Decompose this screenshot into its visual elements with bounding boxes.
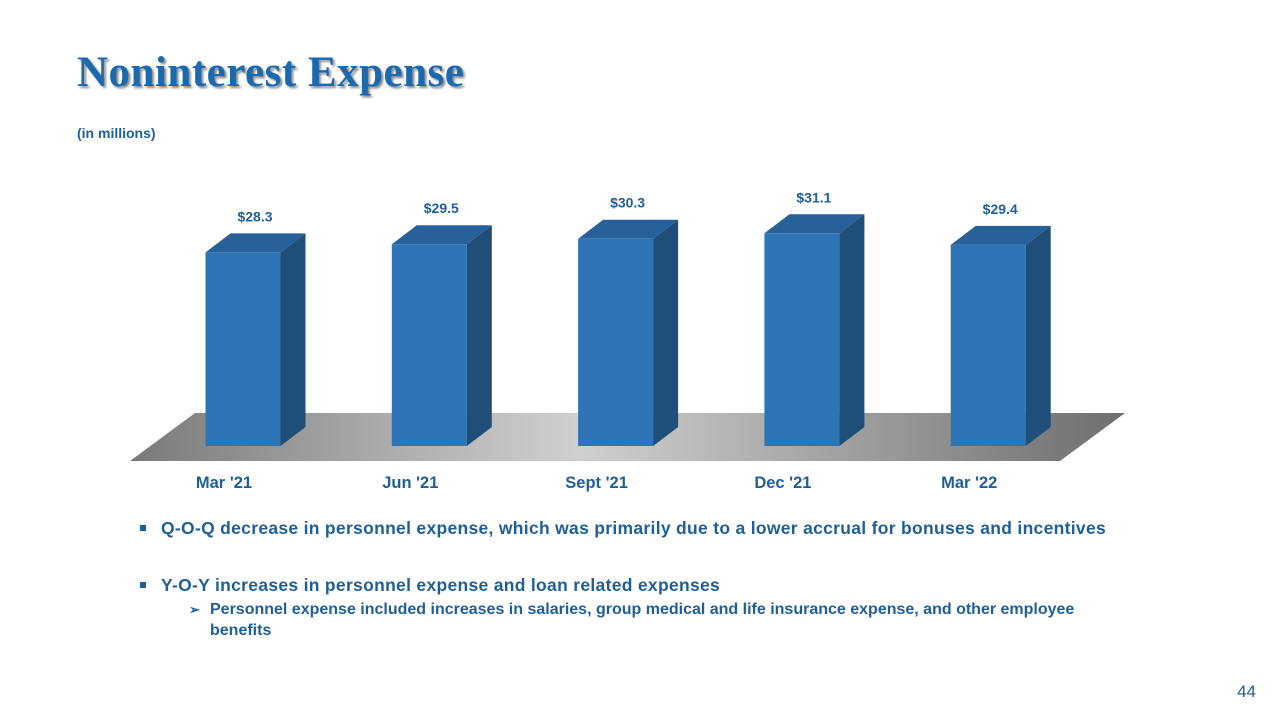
- bullet-list: Q-O-Q decrease in personnel expense, whi…: [140, 517, 1140, 641]
- value-label: $29.4: [983, 201, 1018, 217]
- bullet: Q-O-Q decrease in personnel expense, whi…: [140, 517, 1140, 540]
- bar-top: [764, 214, 865, 234]
- x-tick-label: Jun '21: [382, 474, 438, 492]
- bar-side: [466, 225, 492, 446]
- x-tick-label: Mar '22: [941, 474, 997, 492]
- value-label: $31.1: [796, 189, 831, 205]
- value-label: $29.5: [424, 200, 459, 216]
- bar-top: [950, 225, 1051, 245]
- bar-side: [653, 219, 679, 446]
- x-tick-label: Sept '21: [565, 474, 628, 492]
- sub-bullet: Personnel expense included increases in …: [189, 599, 1130, 641]
- x-tick-label: Mar '21: [196, 474, 252, 492]
- x-tick-label: Dec '21: [754, 474, 811, 492]
- bar-side: [280, 233, 306, 446]
- bar-side: [1025, 225, 1051, 446]
- value-label: $28.3: [237, 208, 272, 224]
- bar-top: [205, 233, 306, 253]
- bar: [950, 244, 1026, 446]
- value-label: $30.3: [610, 195, 645, 211]
- bar-top: [578, 219, 679, 239]
- slide-title: Noninterest Expense: [77, 49, 465, 96]
- subtitle: (in millions): [77, 125, 156, 141]
- bar: [205, 252, 281, 446]
- bar-side: [839, 214, 865, 446]
- bullet: Y-O-Y increases in personnel expense and…: [140, 574, 1140, 597]
- page-number: 44: [1237, 682, 1256, 701]
- bar: [391, 244, 467, 446]
- bar: [578, 238, 654, 446]
- bar-top: [391, 225, 492, 245]
- bar: [764, 233, 840, 446]
